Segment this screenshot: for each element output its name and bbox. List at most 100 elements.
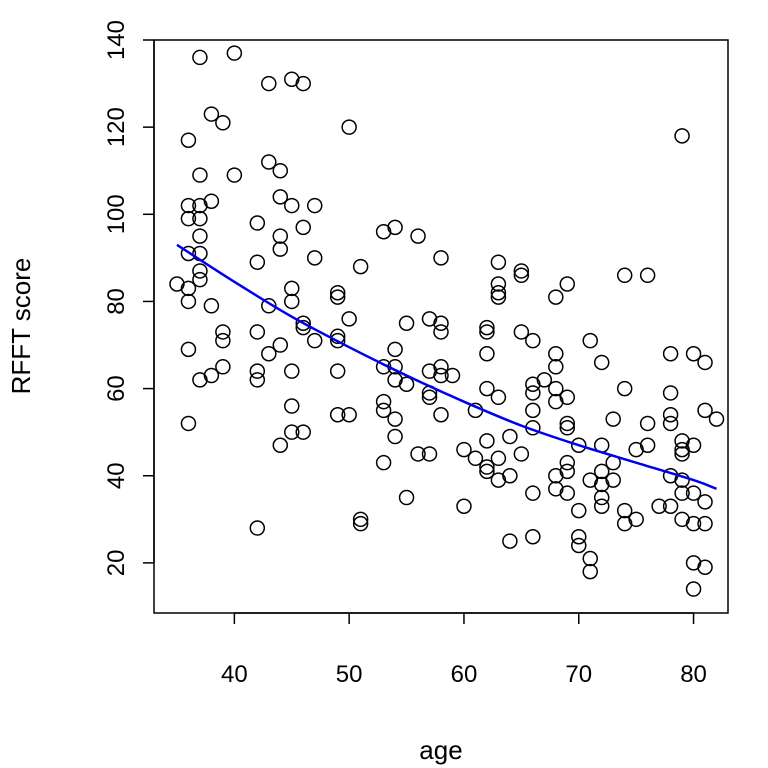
data-point: [559, 463, 576, 480]
data-point: [284, 280, 300, 297]
data-point: [433, 359, 449, 375]
data-point: [352, 511, 369, 528]
data-point: [605, 472, 621, 488]
data-point: [479, 463, 495, 480]
data-point: [593, 463, 610, 480]
data-point: [697, 402, 713, 419]
data-point: [306, 250, 323, 266]
data-point: [272, 189, 289, 205]
data-point: [582, 332, 598, 349]
data-point: [525, 402, 541, 419]
data-point: [697, 494, 713, 510]
data-point: [559, 415, 576, 432]
data-point: [593, 498, 610, 514]
data-point: [525, 332, 541, 349]
data-point: [479, 433, 495, 449]
data-point: [479, 459, 495, 475]
data-point: [559, 276, 576, 292]
data-point: [249, 324, 266, 340]
data-point: [387, 219, 403, 236]
data-point: [559, 485, 576, 501]
data-point: [421, 311, 438, 327]
x-tick-label: 60: [451, 661, 478, 688]
data-point: [582, 563, 598, 580]
data-point: [284, 424, 300, 440]
data-point: [421, 363, 438, 379]
data-point: [548, 380, 564, 397]
data-point: [513, 446, 530, 462]
data-point: [272, 437, 289, 453]
data-point: [180, 245, 197, 262]
data-point: [639, 267, 656, 284]
data-point: [674, 446, 690, 462]
data-point: [352, 515, 369, 532]
x-tick-label: 40: [221, 661, 248, 688]
data-point: [261, 75, 277, 92]
data-point: [651, 498, 667, 514]
data-point: [479, 345, 495, 362]
data-point: [295, 75, 311, 92]
data-point: [479, 319, 495, 336]
data-point: [433, 315, 449, 331]
data-point: [513, 267, 530, 284]
data-point: [180, 210, 197, 227]
data-point: [226, 45, 243, 61]
data-point: [456, 441, 472, 458]
data-point: [662, 385, 679, 401]
data-point: [375, 402, 392, 419]
data-point: [662, 406, 679, 423]
data-point: [456, 498, 472, 514]
data-point: [398, 376, 415, 392]
data-point: [329, 289, 346, 305]
data-point: [490, 472, 507, 488]
data-point: [444, 367, 461, 384]
data-point: [685, 437, 702, 453]
data-point: [249, 254, 266, 270]
data-point: [387, 341, 403, 358]
data-point: [490, 389, 507, 406]
data-point: [203, 193, 220, 209]
x-axis-title: age: [419, 735, 462, 765]
data-point: [295, 219, 311, 236]
data-point: [548, 481, 564, 497]
data-point: [192, 197, 208, 214]
data-point: [502, 428, 518, 445]
data-point: [697, 559, 713, 575]
data-point: [674, 511, 690, 528]
data-point: [192, 167, 208, 183]
data-point: [536, 372, 553, 388]
data-point: [387, 411, 403, 427]
data-point: [685, 485, 702, 501]
data-point: [548, 289, 564, 305]
data-point: [513, 324, 530, 340]
data-point: [513, 263, 530, 279]
data-point: [605, 411, 621, 427]
data-point: [249, 215, 266, 231]
data-point: [249, 520, 266, 536]
data-point: [284, 197, 300, 214]
y-tick-label: 60: [103, 375, 130, 402]
data-point: [674, 441, 690, 458]
data-point: [674, 472, 690, 488]
data-point: [662, 345, 679, 362]
data-point: [398, 315, 415, 331]
data-point: [272, 241, 289, 257]
data-point: [272, 162, 289, 179]
data-point: [674, 433, 690, 449]
data-point: [387, 372, 403, 388]
data-point: [192, 228, 208, 244]
data-point: [582, 550, 598, 567]
data-point: [203, 367, 220, 384]
data-point: [180, 280, 197, 297]
data-point: [295, 315, 311, 331]
data-point: [375, 393, 392, 410]
data-point: [180, 197, 197, 214]
data-point: [593, 354, 610, 371]
x-tick-label: 70: [565, 661, 592, 688]
data-point: [272, 337, 289, 353]
data-point: [490, 450, 507, 467]
data-point: [410, 228, 426, 244]
trend-curve: [176, 243, 717, 490]
data-point: [284, 398, 300, 414]
